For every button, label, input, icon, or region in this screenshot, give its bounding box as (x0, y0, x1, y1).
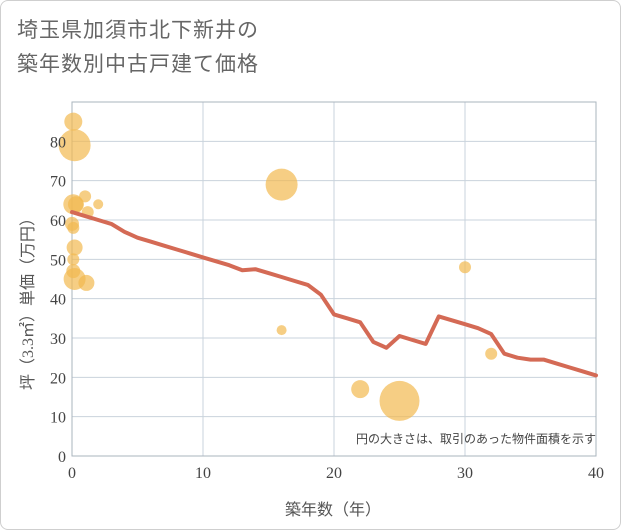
y-tick-label: 20 (50, 370, 66, 387)
y-tick-label: 70 (50, 174, 66, 191)
x-tick-label: 20 (326, 465, 342, 482)
y-tick-label: 40 (50, 292, 66, 309)
x-axis-label: 築年数（年） (285, 501, 381, 519)
grid (71, 102, 597, 457)
bubble-point (459, 261, 471, 274)
bubble-series (58, 112, 498, 421)
bubble-point (78, 274, 95, 291)
bubble-point (79, 190, 92, 203)
average-line-series (70, 210, 598, 378)
y-tick-label: 80 (50, 134, 66, 151)
bubble-point (485, 347, 498, 360)
bubble-point (67, 196, 84, 213)
average-price-line (70, 210, 598, 378)
x-tick-label: 0 (68, 465, 76, 482)
y-tick-label: 10 (50, 410, 66, 427)
x-tick-label: 30 (457, 465, 473, 482)
bubble-point (351, 380, 370, 399)
y-tick-label: 0 (58, 449, 66, 466)
chart-title-line-1: 埼玉県加須市北下新井の (17, 18, 259, 42)
y-axis-label: 坪（3.3㎡）単価（万円） (19, 210, 37, 390)
y-tick-label: 50 (50, 252, 66, 269)
x-tick-label: 40 (588, 465, 604, 482)
bubble-point (379, 380, 420, 421)
x-tick-label: 10 (195, 465, 211, 482)
bubble-point (58, 129, 91, 162)
chart-title-line-2: 築年数別中古戸建て価格 (17, 52, 259, 76)
bubble-point (66, 239, 83, 256)
bubble-point (93, 199, 104, 210)
y-tick-label: 60 (50, 213, 66, 230)
bubble-point (276, 325, 287, 336)
size-annotation: 円の大きさは、取引のあった物件面積を示す (356, 431, 596, 446)
y-tick-label: 30 (50, 331, 66, 348)
bubble-point (64, 112, 83, 131)
bubble-point (67, 253, 80, 266)
bubble-point (67, 221, 80, 234)
axis-labels: 0 10 20 30 40 50 60 70 80 0 10 20 30 40 (50, 134, 604, 482)
chart-title: 埼玉県加須市北下新井の 築年数別中古戸建て価格 (17, 13, 537, 81)
bubble-point (265, 168, 298, 201)
